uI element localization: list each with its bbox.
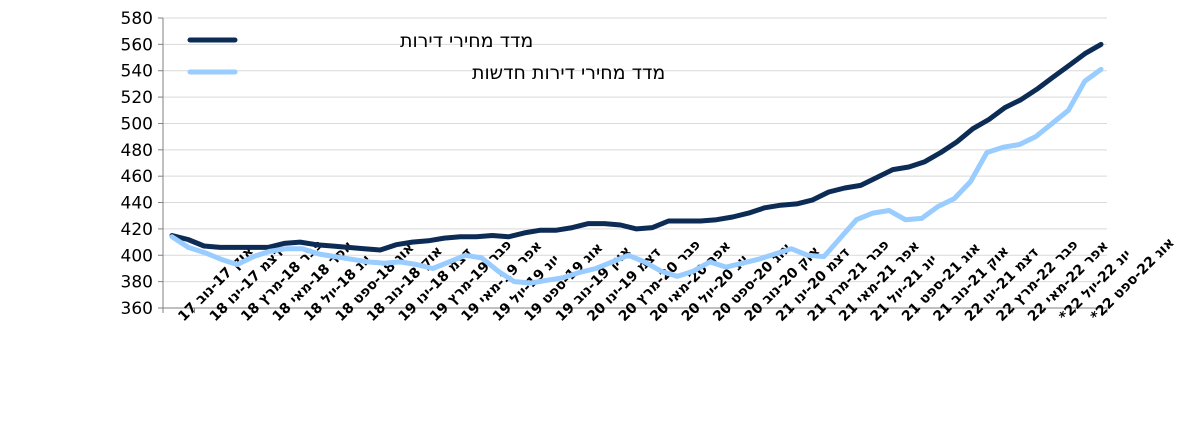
series-line-new-dwellings: [169, 66, 1104, 286]
y-tick-label: 400: [121, 246, 153, 266]
y-tick-label: 480: [121, 141, 153, 161]
y-axis: 360 380 400 420 440 460 480 500 520 540 560 580: [121, 9, 164, 319]
series-line-all-dwellings: [169, 41, 1104, 253]
y-tick-label: 440: [121, 194, 153, 214]
series-lines: [169, 41, 1104, 286]
y-tick-label: 360: [121, 299, 153, 319]
legend: מדד מחירי דירות מדד מחירי דירות חדשות: [187, 30, 665, 84]
y-tick-label: 420: [121, 220, 153, 240]
y-tick-label: 580: [121, 9, 153, 29]
y-tick-label: 460: [121, 167, 153, 187]
legend-label-all-dwellings: מדד מחירי דירות: [400, 30, 533, 52]
y-tick-label: 500: [121, 114, 153, 134]
legend-label-new-dwellings: מדד מחירי דירות חדשות: [472, 62, 665, 84]
y-tick-label: 560: [121, 35, 153, 55]
y-tick-label: 380: [121, 273, 153, 293]
y-tick-label: 540: [121, 62, 153, 82]
y-tick-label: 520: [121, 88, 153, 108]
